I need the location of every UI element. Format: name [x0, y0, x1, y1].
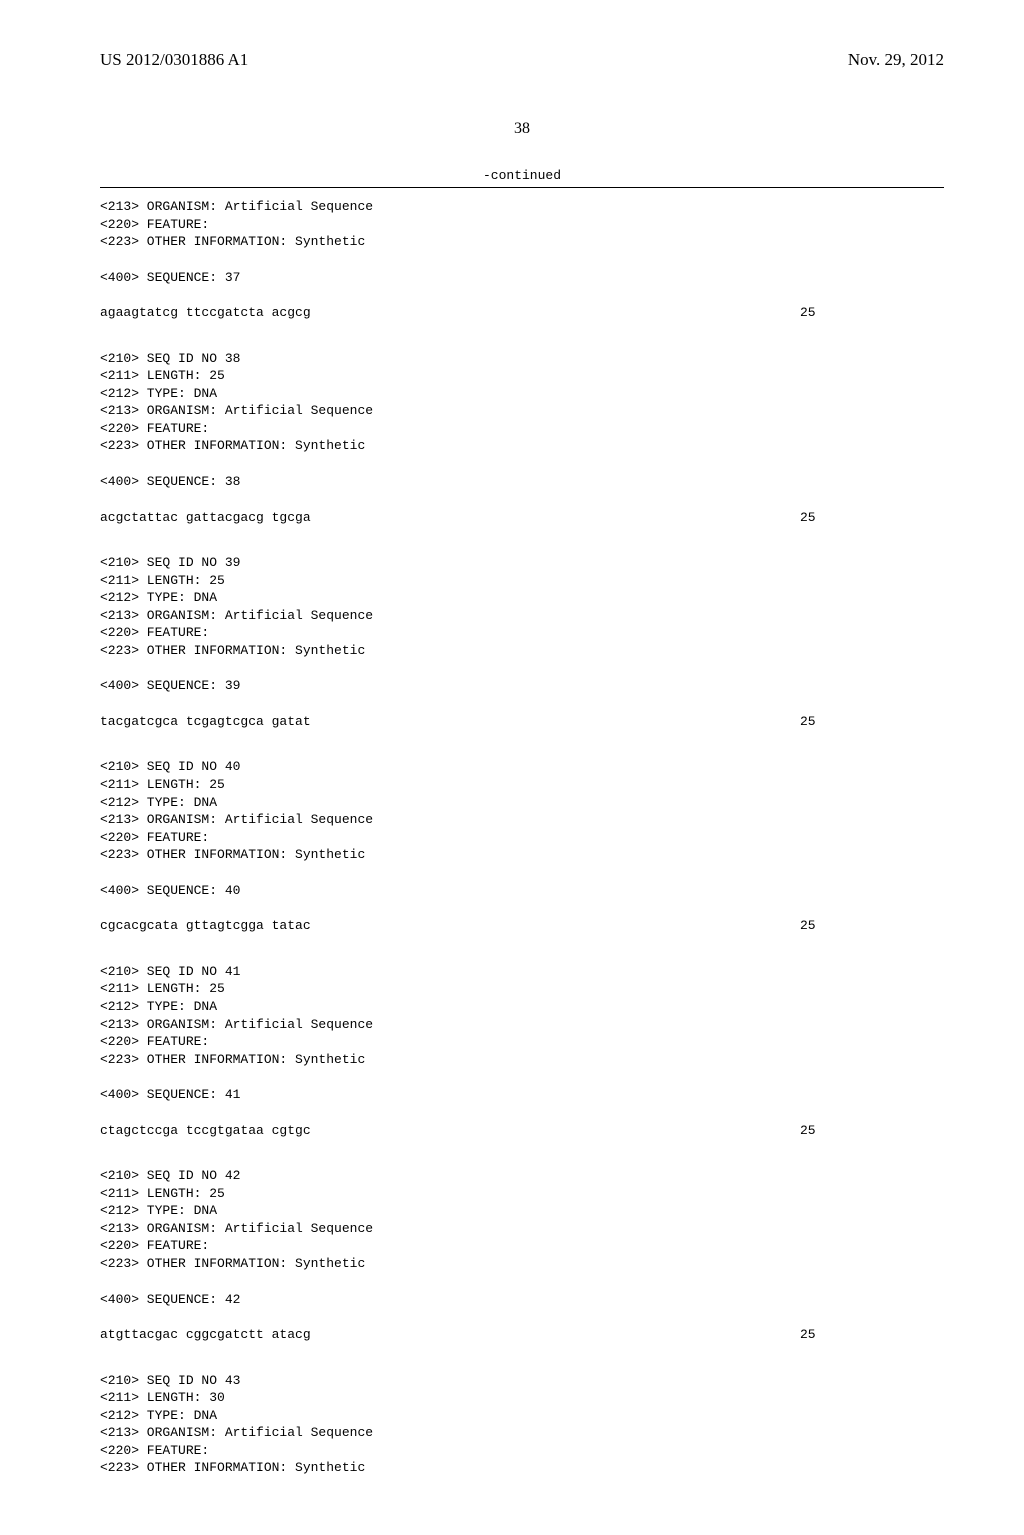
listing-line: <213> ORGANISM: Artificial Sequence — [100, 1424, 944, 1442]
listing-line: <210> SEQ ID NO 41 — [100, 963, 944, 981]
listing-line: <220> FEATURE: — [100, 829, 944, 847]
listing-line: <400> SEQUENCE: 40 — [100, 882, 944, 900]
listing-line: <212> TYPE: DNA — [100, 794, 944, 812]
sequence-line: cgcacgcata gttagtcgga tatac 25 — [100, 917, 944, 935]
sequence-block: ctagctccga tccgtgataa cgtgc 25 — [100, 1122, 944, 1140]
sequence-length-number: 25 — [800, 1326, 816, 1344]
listing-line: <223> OTHER INFORMATION: Synthetic — [100, 642, 944, 660]
sequence-length-number: 25 — [800, 304, 816, 322]
sequence-line: tacgatcgca tcgagtcgca gatat 25 — [100, 713, 944, 731]
sequence-line: acgctattac gattacgacg tgcga 25 — [100, 509, 944, 527]
sequence-block: <400> SEQUENCE: 39 — [100, 677, 944, 695]
sequence-block: <210> SEQ ID NO 41<211> LENGTH: 25<212> … — [100, 963, 944, 1068]
sequence-block: cgcacgcata gttagtcgga tatac 25 — [100, 917, 944, 935]
sequence-text: acgctattac gattacgacg tgcga — [100, 510, 311, 525]
listing-line: <400> SEQUENCE: 38 — [100, 473, 944, 491]
listing-line: <213> ORGANISM: Artificial Sequence — [100, 1016, 944, 1034]
listing-line: <223> OTHER INFORMATION: Synthetic — [100, 233, 944, 251]
listing-line: <213> ORGANISM: Artificial Sequence — [100, 198, 944, 216]
sequence-text: agaagtatcg ttccgatcta acgcg — [100, 305, 311, 320]
listing-line: <211> LENGTH: 25 — [100, 1185, 944, 1203]
sequence-block: <400> SEQUENCE: 42 — [100, 1291, 944, 1309]
listing-line: <220> FEATURE: — [100, 1442, 944, 1460]
page-number: 38 — [100, 120, 944, 138]
listing-line: <220> FEATURE: — [100, 1237, 944, 1255]
sequence-listing-body: <213> ORGANISM: Artificial Sequence<220>… — [100, 198, 944, 1477]
listing-line: <210> SEQ ID NO 43 — [100, 1372, 944, 1390]
sequence-text: tacgatcgca tcgagtcgca gatat — [100, 714, 311, 729]
listing-line: <220> FEATURE: — [100, 1033, 944, 1051]
listing-line: <213> ORGANISM: Artificial Sequence — [100, 1220, 944, 1238]
listing-line: <211> LENGTH: 25 — [100, 572, 944, 590]
sequence-line: agaagtatcg ttccgatcta acgcg 25 — [100, 304, 944, 322]
sequence-text: atgttacgac cggcgatctt atacg — [100, 1327, 311, 1342]
listing-line: <220> FEATURE: — [100, 624, 944, 642]
listing-line: <212> TYPE: DNA — [100, 998, 944, 1016]
listing-line: <211> LENGTH: 25 — [100, 367, 944, 385]
listing-line: <400> SEQUENCE: 39 — [100, 677, 944, 695]
sequence-block: atgttacgac cggcgatctt atacg 25 — [100, 1326, 944, 1344]
sequence-block: <210> SEQ ID NO 38<211> LENGTH: 25<212> … — [100, 350, 944, 455]
listing-line: <210> SEQ ID NO 40 — [100, 758, 944, 776]
listing-line: <400> SEQUENCE: 42 — [100, 1291, 944, 1309]
listing-line: <212> TYPE: DNA — [100, 385, 944, 403]
listing-line: <213> ORGANISM: Artificial Sequence — [100, 607, 944, 625]
sequence-text: cgcacgcata gttagtcgga tatac — [100, 918, 311, 933]
sequence-length-number: 25 — [800, 1122, 816, 1140]
sequence-block: acgctattac gattacgacg tgcga 25 — [100, 509, 944, 527]
listing-line: <223> OTHER INFORMATION: Synthetic — [100, 846, 944, 864]
sequence-block: <210> SEQ ID NO 43<211> LENGTH: 30<212> … — [100, 1372, 944, 1477]
listing-line: <210> SEQ ID NO 42 — [100, 1167, 944, 1185]
sequence-length-number: 25 — [800, 917, 816, 935]
listing-line: <400> SEQUENCE: 41 — [100, 1086, 944, 1104]
sequence-line: atgttacgac cggcgatctt atacg 25 — [100, 1326, 944, 1344]
sequence-block: agaagtatcg ttccgatcta acgcg 25 — [100, 304, 944, 322]
listing-line: <211> LENGTH: 30 — [100, 1389, 944, 1407]
listing-line: <223> OTHER INFORMATION: Synthetic — [100, 437, 944, 455]
continued-label: -continued — [100, 168, 944, 183]
listing-line: <210> SEQ ID NO 38 — [100, 350, 944, 368]
listing-line: <210> SEQ ID NO 39 — [100, 554, 944, 572]
listing-line: <223> OTHER INFORMATION: Synthetic — [100, 1255, 944, 1273]
sequence-length-number: 25 — [800, 509, 816, 527]
listing-line: <220> FEATURE: — [100, 420, 944, 438]
sequence-block: <400> SEQUENCE: 41 — [100, 1086, 944, 1104]
listing-line: <211> LENGTH: 25 — [100, 776, 944, 794]
sequence-block: tacgatcgca tcgagtcgca gatat 25 — [100, 713, 944, 731]
sequence-length-number: 25 — [800, 713, 816, 731]
sequence-block: <210> SEQ ID NO 40<211> LENGTH: 25<212> … — [100, 758, 944, 863]
listing-line: <213> ORGANISM: Artificial Sequence — [100, 402, 944, 420]
listing-line: <223> OTHER INFORMATION: Synthetic — [100, 1459, 944, 1477]
listing-line: <212> TYPE: DNA — [100, 1407, 944, 1425]
sequence-block: <400> SEQUENCE: 40 — [100, 882, 944, 900]
header-right: Nov. 29, 2012 — [848, 50, 944, 70]
sequence-block: <400> SEQUENCE: 38 — [100, 473, 944, 491]
sequence-block: <210> SEQ ID NO 42<211> LENGTH: 25<212> … — [100, 1167, 944, 1272]
sequence-block: <400> SEQUENCE: 37 — [100, 269, 944, 287]
header-left: US 2012/0301886 A1 — [100, 50, 248, 70]
sequence-block: <210> SEQ ID NO 39<211> LENGTH: 25<212> … — [100, 554, 944, 659]
listing-line: <212> TYPE: DNA — [100, 589, 944, 607]
listing-line: <220> FEATURE: — [100, 216, 944, 234]
page-container: US 2012/0301886 A1 Nov. 29, 2012 38 -con… — [0, 0, 1024, 1535]
sequence-block: <213> ORGANISM: Artificial Sequence<220>… — [100, 198, 944, 251]
listing-line: <223> OTHER INFORMATION: Synthetic — [100, 1051, 944, 1069]
listing-line: <212> TYPE: DNA — [100, 1202, 944, 1220]
sequence-text: ctagctccga tccgtgataa cgtgc — [100, 1123, 311, 1138]
listing-line: <213> ORGANISM: Artificial Sequence — [100, 811, 944, 829]
listing-line: <211> LENGTH: 25 — [100, 980, 944, 998]
sequence-line: ctagctccga tccgtgataa cgtgc 25 — [100, 1122, 944, 1140]
listing-line: <400> SEQUENCE: 37 — [100, 269, 944, 287]
horizontal-rule — [100, 187, 944, 188]
page-header: US 2012/0301886 A1 Nov. 29, 2012 — [100, 50, 944, 70]
